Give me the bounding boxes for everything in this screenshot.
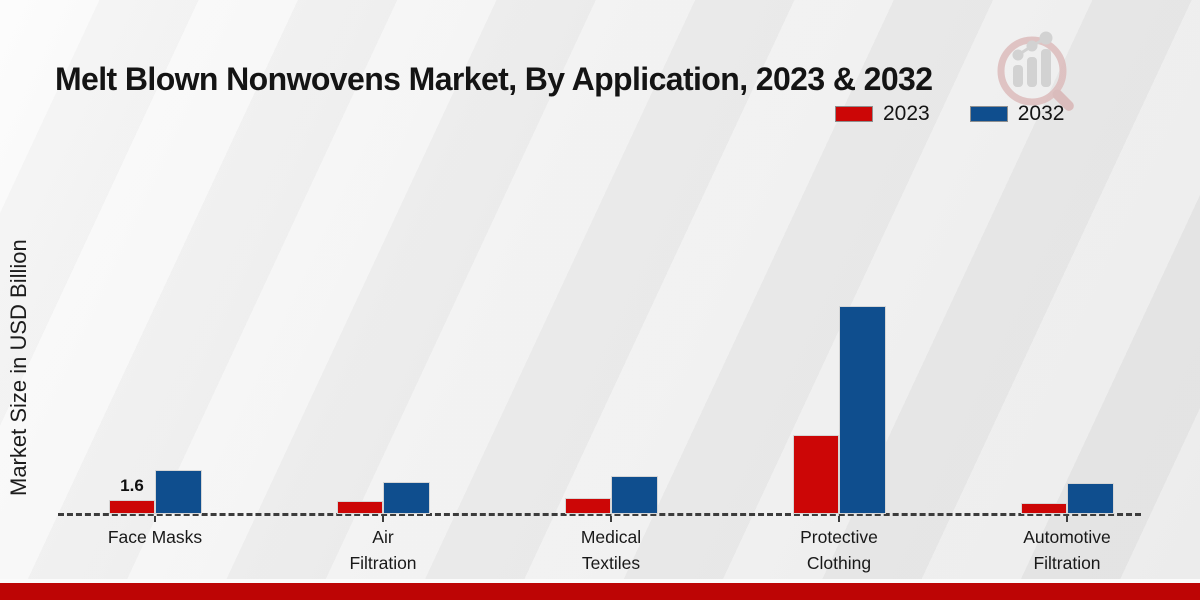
x-axis-tick (1066, 516, 1068, 522)
bar-2032-Air Filtration (383, 481, 430, 514)
bar-2032-Face Masks (155, 470, 202, 514)
footer-red-bar (0, 583, 1200, 600)
x-axis-baseline (58, 513, 1141, 516)
category-label: Face Masks (107, 527, 203, 547)
x-axis-tick (382, 516, 384, 522)
footer-divider (0, 579, 1200, 583)
x-axis-tick (838, 516, 840, 522)
bar-2023-Air Filtration (337, 500, 383, 514)
legend-swatch-2032 (969, 106, 1008, 122)
bar-2023-Face Masks (109, 500, 155, 514)
bar-2023-Automotive Filtration (1021, 502, 1067, 514)
x-axis-tick (154, 516, 156, 522)
legend-label: 2023 (883, 102, 930, 125)
bar-2032-Protective Clothing (839, 306, 886, 514)
bar-value-label: 1.6 (120, 476, 144, 496)
legend-item-2023: 2023 (835, 102, 930, 126)
category-label: Medical Textiles (580, 527, 642, 574)
magnifier-bar-chart-icon (997, 31, 1074, 111)
bar-2023-Protective Clothing (793, 435, 839, 514)
legend-swatch-2023 (835, 106, 873, 122)
category-label: Automotive Filtration (1023, 527, 1111, 574)
bar-2032-Medical Textiles (611, 476, 658, 514)
category-label: Air Filtration (349, 527, 417, 574)
bar-2023-Medical Textiles (565, 498, 611, 514)
legend-label: 2032 (1017, 102, 1065, 125)
category-label: Protective Clothing (800, 527, 878, 574)
legend-item-2032: 2032 (969, 102, 1065, 126)
page-title: Melt Blown Nonwovens Market, By Applicat… (55, 61, 933, 98)
chart-legend: 2023 2032 (835, 102, 1064, 126)
x-axis-tick (610, 516, 612, 522)
bar-2032-Automotive Filtration (1067, 482, 1114, 514)
